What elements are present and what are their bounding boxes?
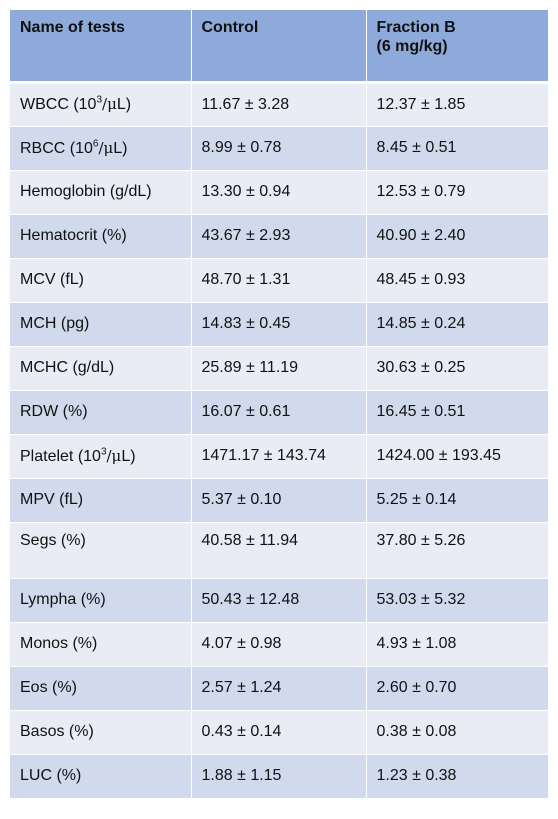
- table-row: Monos (%) 4.07 ± 0.98 4.93 ± 1.08: [10, 622, 548, 667]
- header-name-of-tests: Name of tests: [10, 10, 192, 84]
- test-name-cell: RDW (%): [10, 390, 192, 435]
- table-row: Hematocrit (%) 43.67 ± 2.93 40.90 ± 2.40: [10, 214, 548, 259]
- control-value: 13.30 ± 0.94: [191, 170, 367, 215]
- fraction-value: 14.85 ± 0.24: [366, 302, 548, 347]
- table-row: MCH (pg) 14.83 ± 0.45 14.85 ± 0.24: [10, 302, 548, 347]
- fraction-value: 0.38 ± 0.08: [366, 710, 548, 755]
- table-row: RBCC (106/μL) 8.99 ± 0.78 8.45 ± 0.51: [10, 126, 548, 171]
- test-name-cell: Platelet (103/μL): [10, 434, 192, 479]
- test-name-cell: Basos (%): [10, 710, 192, 755]
- fraction-value: 16.45 ± 0.51: [366, 390, 548, 435]
- control-value: 25.89 ± 11.19: [191, 346, 367, 391]
- test-name-text: WBCC (10: [20, 96, 97, 113]
- table-row: LUC (%) 1.88 ± 1.15 1.23 ± 0.38: [10, 754, 548, 799]
- test-name-cell: MPV (fL): [10, 478, 192, 523]
- superscript-exponent: 3: [96, 94, 103, 106]
- unit-micro: /μ: [102, 95, 117, 113]
- unit-suffix: L): [116, 96, 132, 113]
- fraction-value: 1.23 ± 0.38: [366, 754, 548, 799]
- control-value: 1.88 ± 1.15: [191, 754, 367, 799]
- hematology-results-table: Name of tests Control Fraction B (6 mg/k…: [10, 10, 548, 799]
- control-value: 5.37 ± 0.10: [191, 478, 367, 523]
- test-name-cell: Lympha (%): [10, 578, 192, 623]
- table-row: Lympha (%) 50.43 ± 12.48 53.03 ± 5.32: [10, 578, 548, 623]
- table-row: WBCC (103/μL) 11.67 ± 3.28 12.37 ± 1.85: [10, 82, 548, 127]
- control-value: 11.67 ± 3.28: [191, 82, 367, 127]
- table-row: RDW (%) 16.07 ± 0.61 16.45 ± 0.51: [10, 390, 548, 435]
- fraction-value: 12.37 ± 1.85: [366, 82, 548, 127]
- table-row: MPV (fL) 5.37 ± 0.10 5.25 ± 0.14: [10, 478, 548, 523]
- superscript-exponent: 3: [100, 446, 107, 458]
- test-name-text: Platelet (10: [20, 447, 101, 465]
- table-row: Segs (%) 40.58 ± 11.94 37.80 ± 5.26: [10, 522, 548, 579]
- unit-micro: /μ: [98, 138, 114, 157]
- fraction-value: 40.90 ± 2.40: [366, 214, 548, 259]
- fraction-value: 53.03 ± 5.32: [366, 578, 548, 623]
- control-value: 1471.17 ± 143.74: [191, 434, 367, 479]
- control-value: 2.57 ± 1.24: [191, 666, 367, 711]
- test-name-cell: WBCC (103/μL): [10, 82, 192, 127]
- test-name-cell: Hematocrit (%): [10, 214, 192, 259]
- table-row: Platelet (103/μL) 1471.17 ± 143.74 1424.…: [10, 434, 548, 479]
- superscript-exponent: 6: [92, 138, 99, 150]
- table-header-row: Name of tests Control Fraction B (6 mg/k…: [10, 10, 548, 84]
- fraction-value: 12.53 ± 0.79: [366, 170, 548, 215]
- test-name-cell: LUC (%): [10, 754, 192, 799]
- table-row: MCV (fL) 48.70 ± 1.31 48.45 ± 0.93: [10, 258, 548, 303]
- control-value: 8.99 ± 0.78: [191, 126, 367, 171]
- table-row: Hemoglobin (g/dL) 13.30 ± 0.94 12.53 ± 0…: [10, 170, 548, 215]
- header-fraction-b-line2: (6 mg/kg): [376, 38, 448, 55]
- unit-suffix: L): [113, 139, 128, 157]
- control-value: 40.58 ± 11.94: [191, 522, 367, 579]
- control-value: 16.07 ± 0.61: [191, 390, 367, 435]
- control-value: 4.07 ± 0.98: [191, 622, 367, 667]
- test-name-cell: MCV (fL): [10, 258, 192, 303]
- fraction-value: 1424.00 ± 193.45: [366, 434, 548, 479]
- table-row: Basos (%) 0.43 ± 0.14 0.38 ± 0.08: [10, 710, 548, 755]
- test-name-cell: MCHC (g/dL): [10, 346, 192, 391]
- test-name-cell: MCH (pg): [10, 302, 192, 347]
- control-value: 50.43 ± 12.48: [191, 578, 367, 623]
- unit-suffix: L): [121, 447, 136, 465]
- control-value: 0.43 ± 0.14: [191, 710, 367, 755]
- header-fraction-b: Fraction B (6 mg/kg): [366, 10, 548, 84]
- control-value: 14.83 ± 0.45: [191, 302, 367, 347]
- fraction-value: 8.45 ± 0.51: [366, 126, 548, 171]
- table-row: MCHC (g/dL) 25.89 ± 11.19 30.63 ± 0.25: [10, 346, 548, 391]
- fraction-value: 5.25 ± 0.14: [366, 478, 548, 523]
- test-name-cell: Hemoglobin (g/dL): [10, 170, 192, 215]
- fraction-value: 30.63 ± 0.25: [366, 346, 548, 391]
- test-name-cell: Eos (%): [10, 666, 192, 711]
- fraction-value: 4.93 ± 1.08: [366, 622, 548, 667]
- header-control: Control: [191, 10, 367, 84]
- control-value: 43.67 ± 2.93: [191, 214, 367, 259]
- unit-micro: /μ: [106, 446, 122, 465]
- fraction-value: 2.60 ± 0.70: [366, 666, 548, 711]
- test-name-cell: Segs (%): [10, 522, 192, 579]
- header-fraction-b-line1: Fraction B: [376, 19, 456, 36]
- table-row: Eos (%) 2.57 ± 1.24 2.60 ± 0.70: [10, 666, 548, 711]
- results-table-container: Name of tests Control Fraction B (6 mg/k…: [10, 10, 548, 808]
- control-value: 48.70 ± 1.31: [191, 258, 367, 303]
- test-name-cell: Monos (%): [10, 622, 192, 667]
- test-name-cell: RBCC (106/μL): [10, 126, 192, 171]
- fraction-value: 37.80 ± 5.26: [366, 522, 548, 579]
- fraction-value: 48.45 ± 0.93: [366, 258, 548, 303]
- test-name-text: RBCC (10: [20, 139, 93, 157]
